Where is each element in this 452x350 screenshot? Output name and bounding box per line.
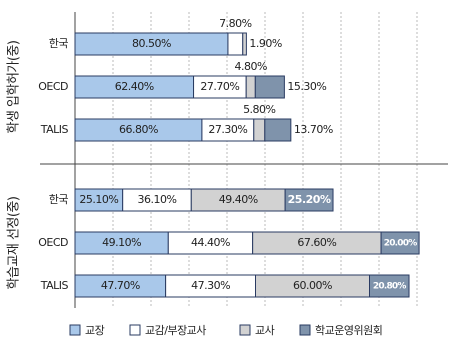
bar-segment xyxy=(245,75,256,99)
value-label: 25.20% xyxy=(288,193,331,206)
category-label: 한국 xyxy=(49,37,69,50)
bar-segment xyxy=(227,32,244,56)
group-label: 학생 입학허가(중) xyxy=(7,41,22,134)
value-label: 13.70% xyxy=(294,123,333,136)
bar-segment xyxy=(264,118,292,142)
value-label: 25.10% xyxy=(79,193,118,206)
bar-segment xyxy=(242,32,247,56)
category-label: TALIS xyxy=(40,123,69,136)
value-label: 20.00% xyxy=(384,239,417,249)
value-label: 67.60% xyxy=(297,236,336,249)
value-label: 49.40% xyxy=(219,193,258,206)
value-label: 5.80% xyxy=(243,103,275,116)
legend-swatch xyxy=(69,324,81,336)
legend-label: 교장 xyxy=(85,324,105,337)
value-label: 1.90% xyxy=(249,37,281,50)
bar-segment xyxy=(253,118,266,142)
group-label: 학습교재 선정(중) xyxy=(7,197,22,290)
legend-swatch xyxy=(239,324,251,336)
category-label: TALIS xyxy=(40,279,69,292)
value-label: 27.70% xyxy=(200,80,239,93)
value-label: 27.30% xyxy=(208,123,247,136)
value-label: 20.80% xyxy=(373,282,406,292)
value-label: 60.00% xyxy=(293,279,332,292)
value-label: 66.80% xyxy=(119,123,158,136)
value-label: 15.30% xyxy=(287,80,326,93)
value-label: 47.30% xyxy=(191,279,230,292)
value-label: 44.40% xyxy=(191,236,230,249)
value-label: 7.80% xyxy=(219,17,251,30)
category-label: 한국 xyxy=(49,193,69,206)
bar-segment xyxy=(284,188,334,212)
legend-swatch xyxy=(299,324,311,336)
value-label: 47.70% xyxy=(101,279,140,292)
bar-segment xyxy=(369,274,410,298)
category-label: OECD xyxy=(38,80,68,93)
value-label: 4.80% xyxy=(235,60,267,73)
bar-segment xyxy=(380,231,420,255)
value-label: 80.50% xyxy=(132,37,171,50)
value-label: 49.10% xyxy=(102,236,141,249)
legend-label: 교사 xyxy=(255,324,275,337)
value-label: 36.10% xyxy=(138,193,177,206)
bar-segment xyxy=(254,75,285,99)
legend-label: 학교운영위원회 xyxy=(315,324,382,337)
legend-swatch xyxy=(129,324,141,336)
legend-label: 교감/부장교사 xyxy=(145,324,206,337)
value-label: 62.40% xyxy=(115,80,154,93)
category-label: OECD xyxy=(38,236,68,249)
